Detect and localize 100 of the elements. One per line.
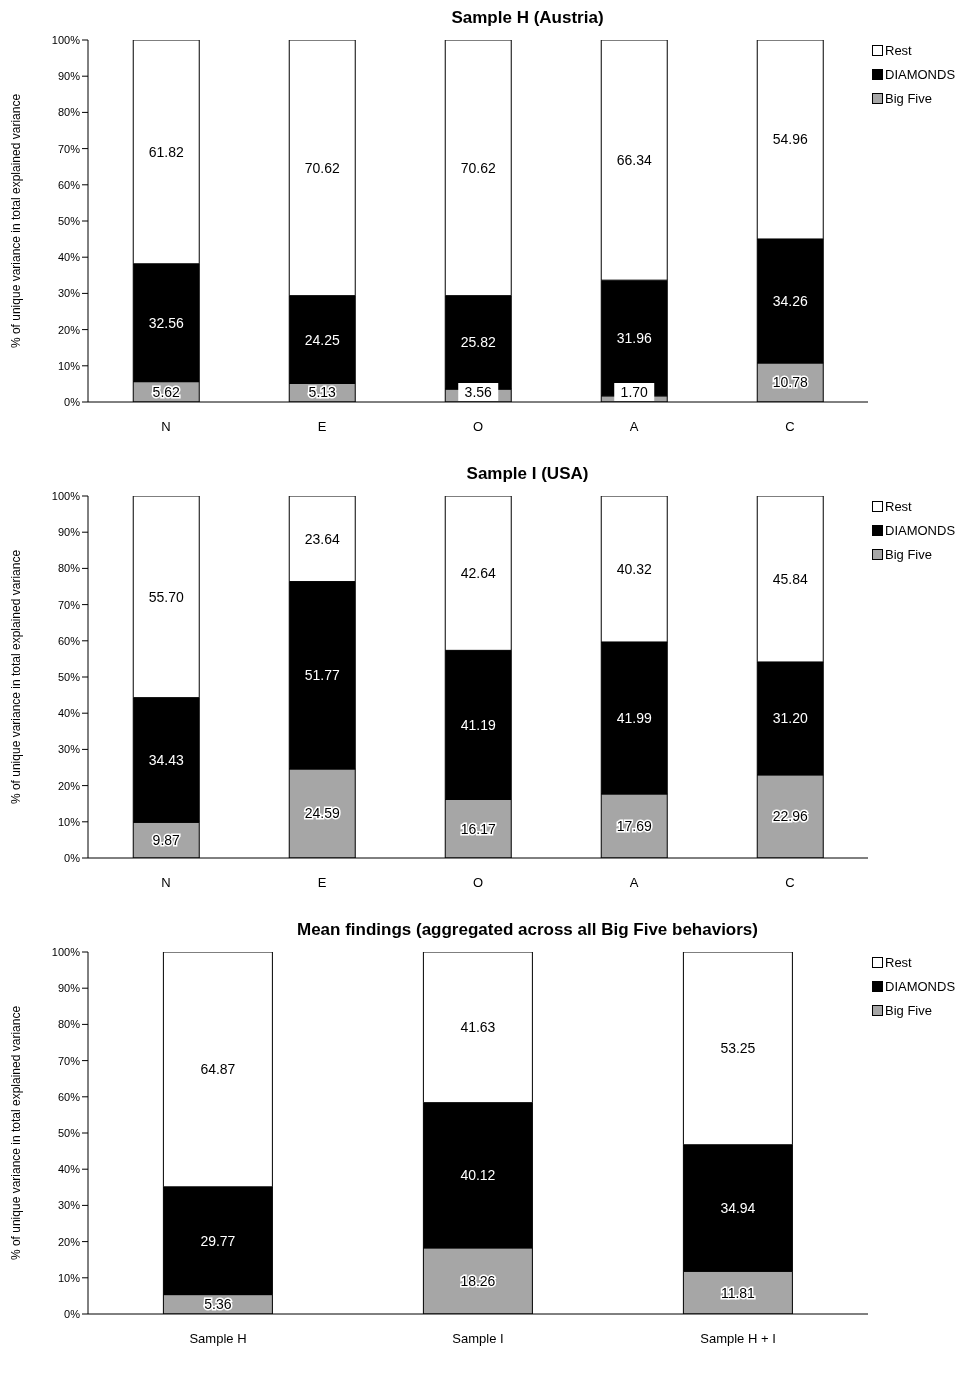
y-tick-label: 30% — [57, 743, 81, 756]
y-tick-label: 20% — [57, 323, 81, 336]
data-label: 70.62 — [304, 159, 340, 176]
legend-label: Big Five — [885, 1002, 932, 1018]
x-tick-label: Sample I — [452, 1331, 504, 1347]
data-label: 25.82 — [460, 334, 496, 351]
data-label: 61.82 — [148, 143, 184, 160]
data-label: 16.17 — [460, 820, 496, 837]
legend-label: Big Five — [885, 90, 932, 106]
y-tick-label: 10% — [57, 1271, 81, 1284]
data-label: 40.32 — [616, 560, 652, 577]
data-label: 45.84 — [772, 570, 808, 587]
data-label: 40.12 — [460, 1167, 496, 1184]
y-tick-label: 60% — [57, 634, 81, 647]
data-label: 51.77 — [304, 667, 340, 684]
y-tick-label: 90% — [57, 70, 81, 83]
legend-label: Big Five — [885, 546, 932, 562]
y-tick-label: 0% — [64, 1307, 81, 1320]
x-tick-label: O — [472, 419, 484, 435]
y-tick-label: 80% — [57, 562, 81, 575]
y-tick-label: 40% — [57, 707, 81, 720]
y-tick-label: 60% — [57, 178, 81, 191]
y-tick-label: 70% — [57, 142, 81, 155]
data-label: 11.81 — [720, 1284, 756, 1301]
x-tick-label: E — [317, 875, 327, 891]
x-tick-label: A — [629, 419, 639, 435]
legend-label: Rest — [885, 42, 912, 58]
data-label: 9.87 — [152, 832, 181, 849]
y-tick-label: 30% — [57, 1199, 81, 1212]
data-label: 10.78 — [772, 374, 808, 391]
x-tick-label: O — [472, 875, 484, 891]
data-label: 34.43 — [148, 751, 184, 768]
data-label: 22.96 — [772, 808, 808, 825]
x-tick-label: N — [161, 419, 171, 435]
data-label: 66.34 — [616, 152, 652, 169]
y-tick-label: 100% — [51, 33, 81, 46]
data-label: 53.25 — [720, 1040, 756, 1057]
y-tick-label: 100% — [51, 489, 81, 502]
y-tick-label: 70% — [57, 598, 81, 611]
y-tick-label: 90% — [57, 982, 81, 995]
x-tick-label: C — [785, 875, 795, 891]
legend-label: Rest — [885, 498, 912, 514]
data-label: 70.62 — [460, 159, 496, 176]
data-label: 31.96 — [616, 330, 652, 346]
y-tick-label: 80% — [57, 106, 81, 119]
data-label: 5.62 — [152, 383, 181, 400]
data-label: 42.64 — [460, 565, 496, 582]
y-tick-label: 100% — [51, 945, 81, 958]
x-tick-label: C — [785, 419, 795, 435]
y-axis-title: % of unique variance in total explained variance — [9, 1005, 24, 1261]
data-label: 64.87 — [200, 1061, 236, 1078]
data-label: 41.63 — [460, 1019, 496, 1036]
data-label: 34.26 — [772, 292, 808, 309]
data-label: 5.36 — [204, 1296, 232, 1312]
data-label: 41.99 — [616, 709, 652, 726]
y-tick-label: 20% — [57, 1235, 81, 1248]
y-tick-label: 60% — [57, 1090, 81, 1103]
x-tick-label: Sample H + I — [700, 1331, 776, 1347]
data-label: 18.26 — [460, 1272, 496, 1289]
y-tick-label: 0% — [64, 851, 81, 864]
y-tick-label: 70% — [57, 1054, 81, 1067]
y-tick-label: 0% — [64, 395, 81, 408]
y-axis-title: % of unique variance in total explained variance — [9, 93, 24, 349]
legend-label: DIAMONDS — [885, 522, 956, 538]
y-tick-label: 10% — [57, 815, 81, 828]
x-tick-label: N — [161, 875, 171, 891]
data-label: 3.56 — [464, 384, 493, 400]
y-axis-title: % of unique variance in total explained variance — [9, 549, 24, 805]
legend-label: DIAMONDS — [885, 66, 956, 82]
legend-label: Rest — [885, 954, 912, 970]
y-tick-label: 90% — [57, 526, 81, 539]
data-label: 29.77 — [200, 1232, 236, 1249]
data-label: 31.20 — [772, 710, 808, 727]
y-tick-label: 40% — [57, 1163, 81, 1176]
chart-title: Sample H (Austria) — [450, 8, 605, 29]
y-tick-label: 50% — [57, 1126, 81, 1139]
legend-label: DIAMONDS — [885, 978, 956, 994]
y-tick-label: 80% — [57, 1018, 81, 1031]
data-label: 41.19 — [460, 716, 496, 733]
data-label: 1.70 — [620, 384, 649, 400]
data-label: 34.94 — [720, 1200, 756, 1217]
data-label: 23.64 — [304, 530, 340, 547]
y-tick-label: 20% — [57, 779, 81, 792]
chart-title: Mean findings (aggregated across all Big Five behaviors) — [296, 920, 759, 941]
data-label: 24.59 — [304, 805, 340, 822]
y-tick-label: 40% — [57, 251, 81, 264]
x-tick-label: E — [317, 419, 327, 435]
x-tick-label: A — [629, 875, 639, 891]
y-tick-label: 10% — [57, 359, 81, 372]
data-label: 54.96 — [772, 131, 808, 148]
y-tick-label: 50% — [57, 214, 81, 227]
data-label: 17.69 — [616, 817, 652, 834]
data-label: 55.70 — [148, 588, 184, 605]
y-tick-label: 50% — [57, 670, 81, 683]
data-label: 24.25 — [304, 331, 340, 348]
data-label: 5.13 — [308, 384, 337, 400]
y-tick-label: 30% — [57, 287, 81, 300]
data-label: 32.56 — [148, 314, 184, 331]
chart-title: Sample I (USA) — [465, 464, 590, 485]
x-tick-label: Sample H — [189, 1331, 247, 1347]
